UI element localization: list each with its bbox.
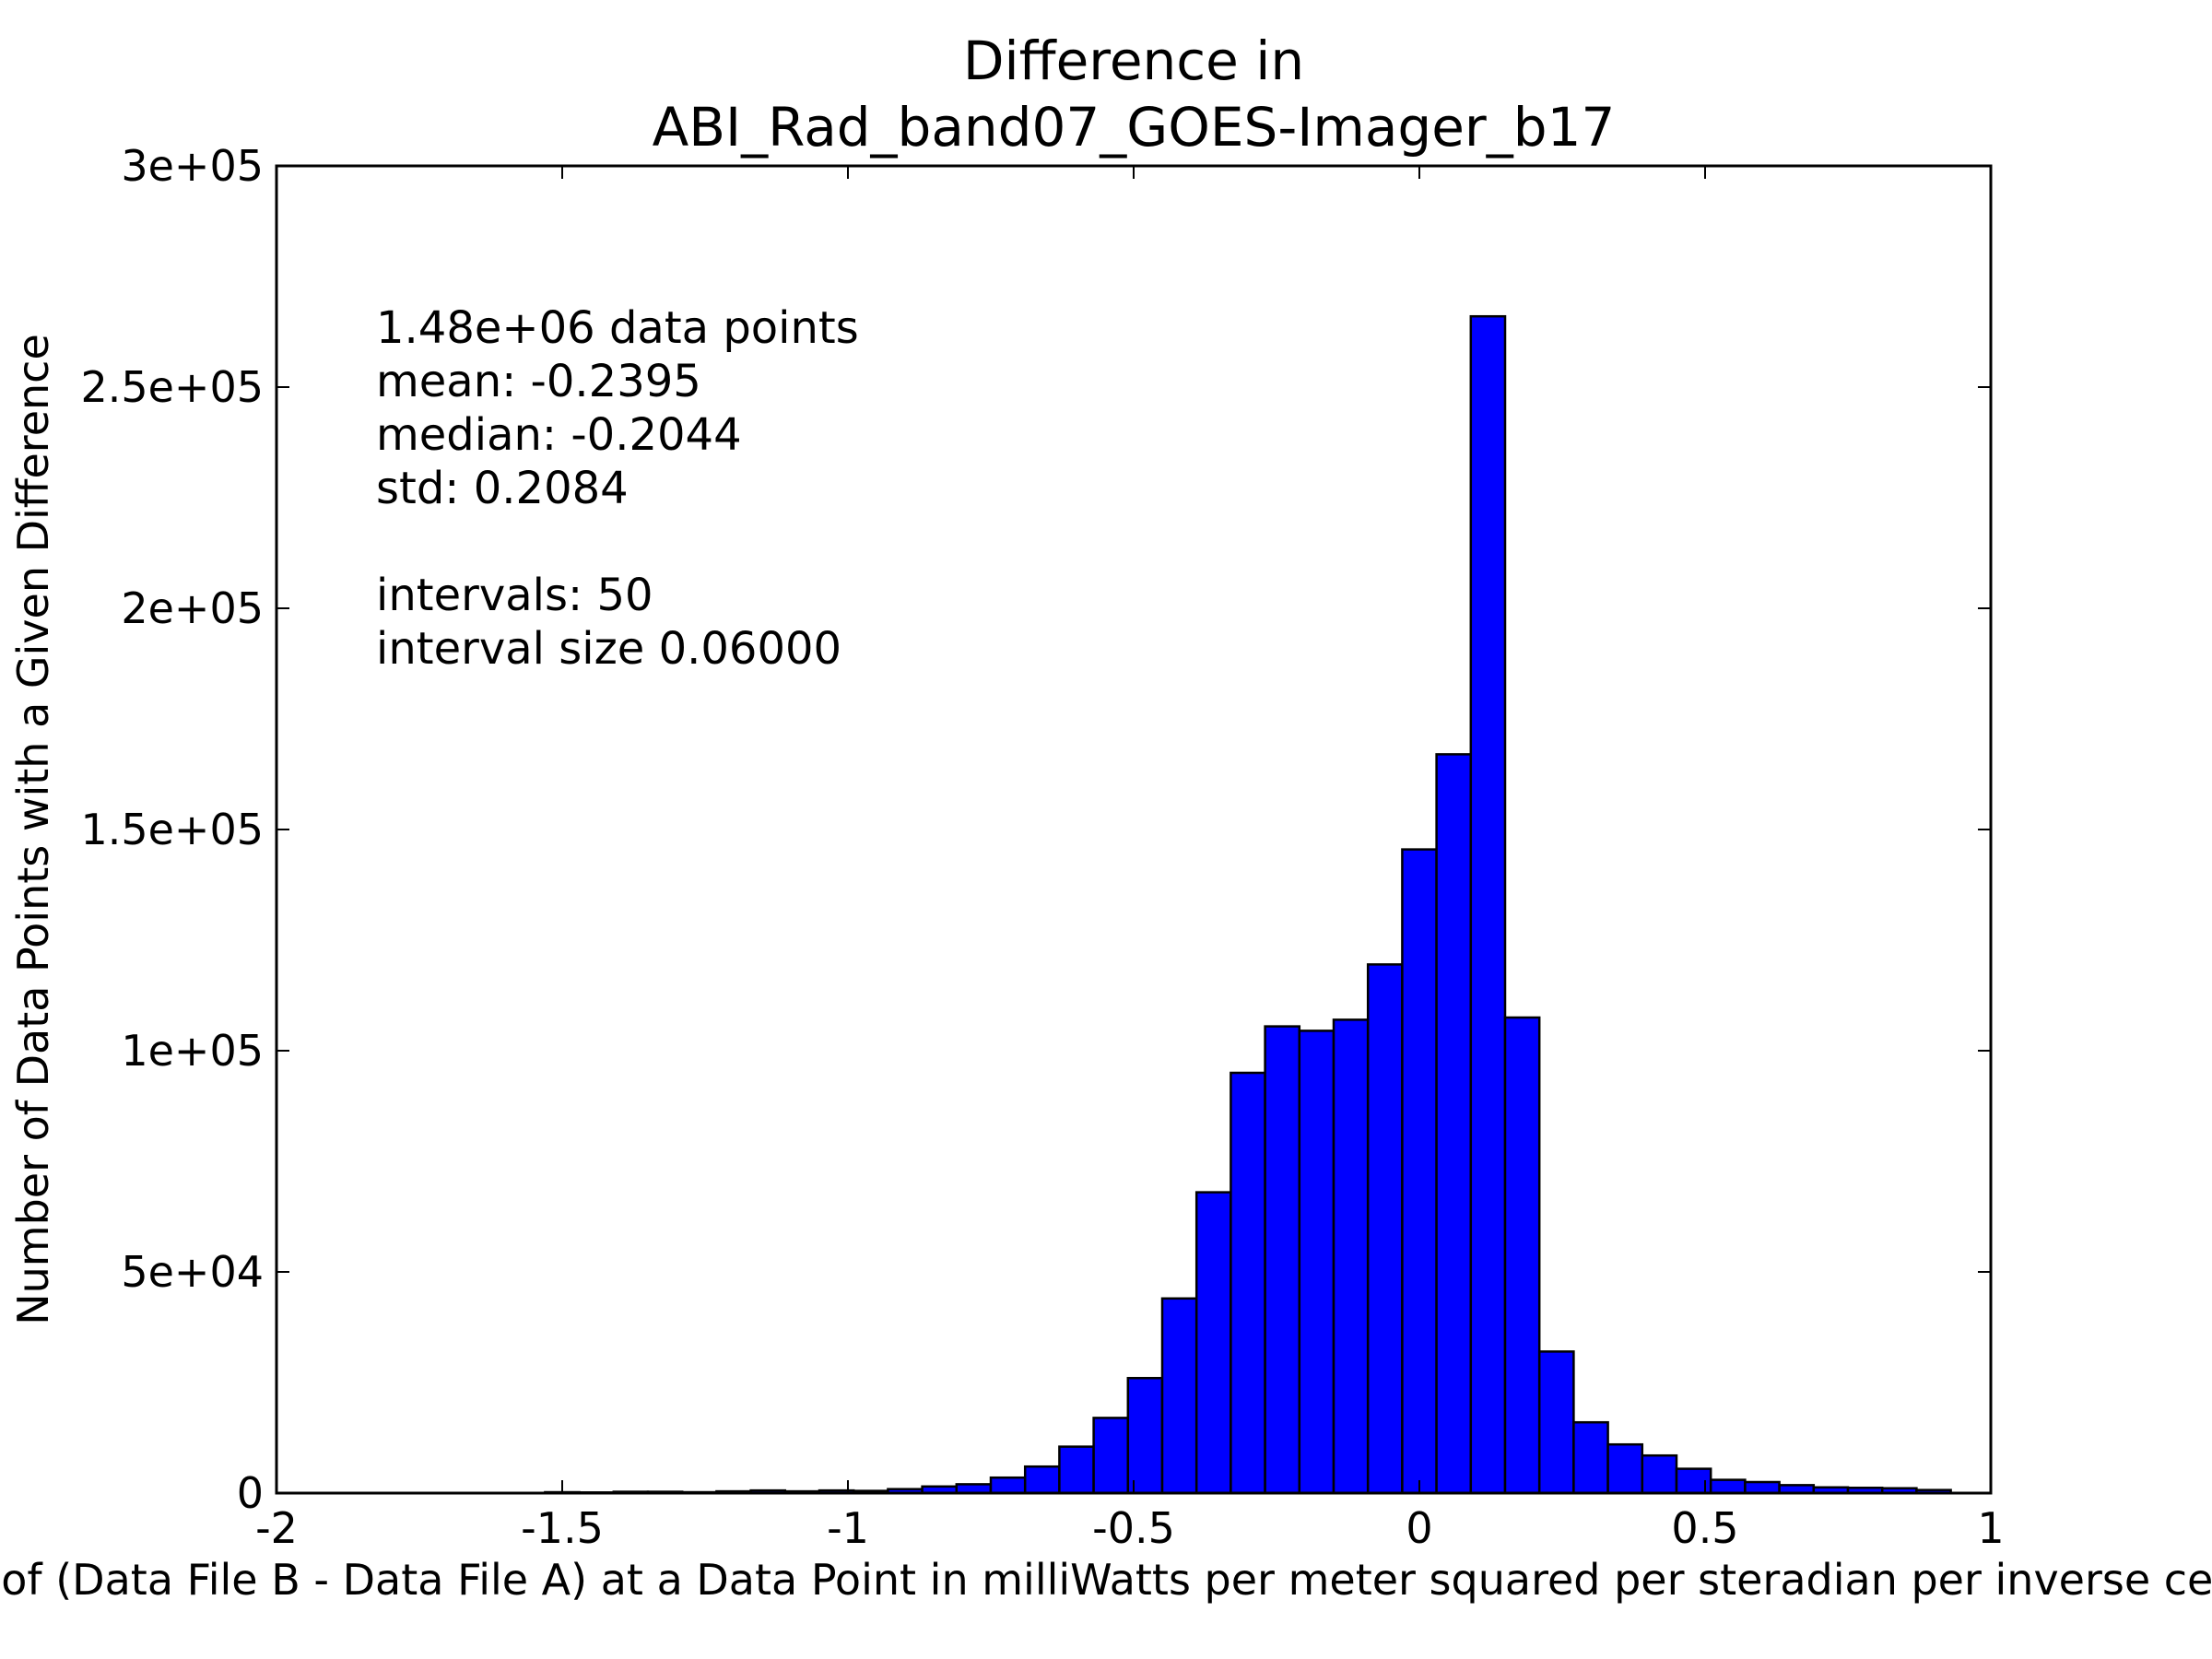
bars-group xyxy=(544,314,1952,1495)
y-tick-label: 2.5e+05 xyxy=(80,362,264,412)
histogram-bar xyxy=(1744,1480,1781,1495)
histogram-bar xyxy=(1469,314,1507,1495)
x-tick-label: -1.5 xyxy=(521,1503,604,1553)
annotation-line: interval size 0.06000 xyxy=(376,623,841,675)
histogram-bar xyxy=(1298,1030,1335,1495)
x-axis-label: Value of (Data File B - Data File A) at … xyxy=(0,1555,2212,1605)
histogram-bar xyxy=(1023,1465,1061,1495)
y-tick-label: 3e+05 xyxy=(121,141,264,191)
annotation-line: mean: -0.2395 xyxy=(376,356,701,407)
x-tick-label: 0.5 xyxy=(1671,1503,1738,1553)
chart-title-line-1: Difference in xyxy=(963,29,1304,92)
y-tick-label: 1e+05 xyxy=(121,1026,264,1076)
histogram-bar xyxy=(1401,848,1438,1495)
annotation-line: 1.48e+06 data points xyxy=(376,302,859,354)
histogram-bar xyxy=(1230,1071,1266,1495)
histogram-bar xyxy=(1503,1016,1541,1495)
x-tick-label: -0.5 xyxy=(1092,1503,1175,1553)
histogram-bar xyxy=(1160,1297,1198,1495)
annotation-line: std: 0.2084 xyxy=(376,463,629,514)
histogram-bar xyxy=(1058,1445,1095,1495)
histogram-bar xyxy=(1709,1478,1747,1495)
x-tick-label: 0 xyxy=(1406,1503,1432,1553)
histogram-bar xyxy=(1264,1025,1301,1495)
histogram-bar xyxy=(1366,963,1404,1495)
x-tick-label: 1 xyxy=(1977,1503,2004,1553)
histogram-bar xyxy=(1537,1350,1575,1495)
histogram-bar xyxy=(1332,1018,1370,1495)
ticks-group: -2 -1.5 -1 -0.5 0 0.5 1 0 5e+04 1e+05 1.5e+05 2e+05… xyxy=(80,141,2004,1553)
histogram-bar xyxy=(1194,1191,1232,1495)
y-axis-label: Number of Data Points with a Given Diffe… xyxy=(8,334,58,1325)
histogram-bar xyxy=(1606,1442,1644,1495)
x-tick-label: -2 xyxy=(255,1503,298,1553)
y-tick-label: 0 xyxy=(237,1468,264,1518)
histogram-bar xyxy=(1092,1417,1130,1495)
histogram-bar xyxy=(1572,1420,1609,1495)
annotation-line: intervals: 50 xyxy=(376,570,653,621)
y-tick-label: 1.5e+05 xyxy=(80,805,264,854)
y-tick-label: 5e+04 xyxy=(121,1247,264,1297)
y-tick-label: 2e+05 xyxy=(121,583,264,633)
chart-title-line-2: ABI_Rad_band07_GOES-Imager_b17 xyxy=(653,96,1616,159)
histogram-bar xyxy=(1435,753,1473,1495)
histogram-bar xyxy=(989,1476,1027,1495)
annotation-line: median: -0.2044 xyxy=(376,409,742,461)
histogram-bar xyxy=(1641,1453,1678,1495)
histogram-bar xyxy=(1126,1376,1164,1495)
x-tick-label: -1 xyxy=(827,1503,869,1553)
